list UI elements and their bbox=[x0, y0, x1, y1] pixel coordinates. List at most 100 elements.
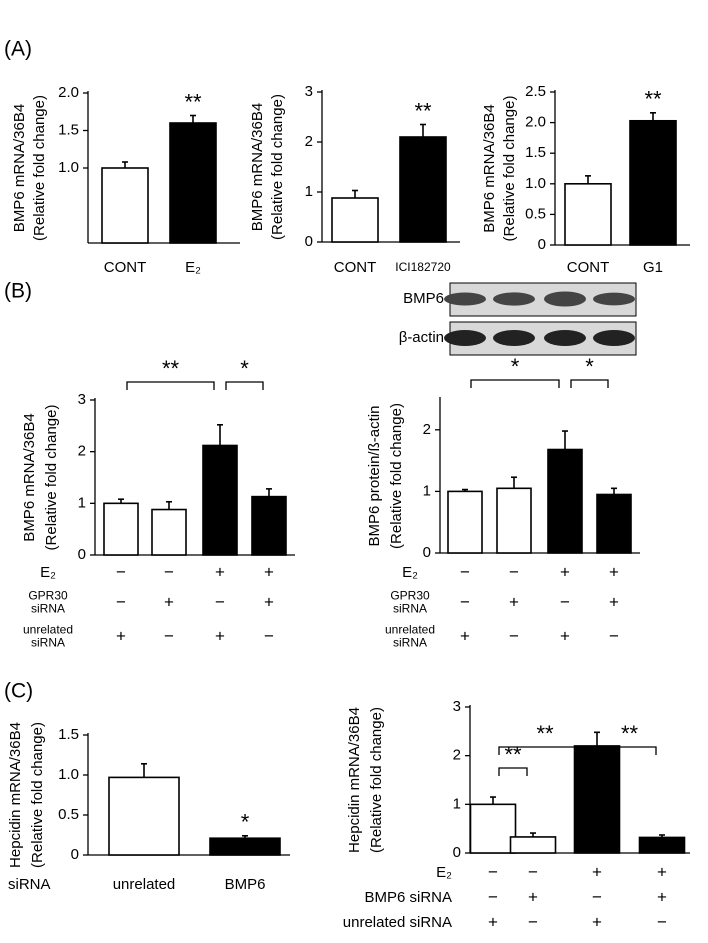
significance: ** bbox=[504, 742, 522, 767]
y-tick-label: 1.0 bbox=[525, 175, 546, 192]
condition-sign: + bbox=[116, 626, 126, 645]
condition-sign: − bbox=[560, 592, 570, 611]
error-bar bbox=[511, 476, 517, 489]
condition-label: BMP6 siRNA bbox=[364, 889, 452, 906]
error-bar bbox=[650, 112, 656, 121]
condition-sign: + bbox=[609, 592, 619, 611]
y-tick-label: 1.5 bbox=[525, 144, 546, 161]
condition-label: E₂ bbox=[436, 864, 452, 881]
row-label: siRNA bbox=[8, 876, 51, 893]
condition-label: siRNA bbox=[393, 602, 427, 616]
error-bar bbox=[122, 161, 128, 168]
error-bar bbox=[562, 430, 568, 450]
y-tick-label: 1.0 bbox=[58, 766, 79, 783]
significance: ** bbox=[162, 356, 180, 381]
y-axis-label: Hepcidin mRNA/36B4 bbox=[7, 722, 24, 868]
bar bbox=[629, 119, 677, 246]
y-tick-label: 2.0 bbox=[525, 114, 546, 131]
x-tick-label: BMP6 bbox=[225, 876, 266, 893]
bar bbox=[638, 836, 686, 854]
bar bbox=[564, 183, 612, 246]
error-bar bbox=[190, 114, 196, 123]
bracket bbox=[470, 379, 560, 388]
bar bbox=[151, 508, 187, 556]
y-axis-label: Hepcidin mRNA/36B4 bbox=[346, 707, 363, 853]
condition-sign: + bbox=[215, 562, 225, 581]
condition-sign: + bbox=[264, 592, 274, 611]
y-tick-label: 3 bbox=[453, 698, 461, 715]
x-tick-label: CONT bbox=[567, 259, 610, 276]
condition-sign: − bbox=[215, 592, 225, 611]
condition-sign: − bbox=[528, 862, 538, 881]
condition-sign: + bbox=[657, 862, 667, 881]
blot-band bbox=[593, 292, 635, 306]
y-axis-label: BMP6 mRNA/36B4 bbox=[481, 104, 498, 232]
y-tick-label: 1 bbox=[78, 494, 86, 511]
condition-sign: − bbox=[528, 912, 538, 931]
y-tick-label: 2.0 bbox=[58, 84, 79, 101]
y-tick-label: 2 bbox=[453, 747, 461, 764]
y-axis-label: BMP6 mRNA/36B4 bbox=[11, 104, 28, 232]
condition-sign: − bbox=[460, 592, 470, 611]
condition-label: unrelated bbox=[385, 623, 435, 637]
y-tick-label: 2 bbox=[78, 443, 86, 460]
bar bbox=[209, 837, 281, 856]
condition-sign: + bbox=[509, 592, 519, 611]
condition-sign: + bbox=[264, 562, 274, 581]
condition-sign: + bbox=[460, 626, 470, 645]
error-bar bbox=[462, 488, 468, 492]
y-tick-label: 1.0 bbox=[58, 159, 79, 176]
condition-label: siRNA bbox=[393, 636, 427, 650]
y-tick-label: 0.5 bbox=[58, 806, 79, 823]
error-bar bbox=[585, 175, 591, 184]
blot-band bbox=[444, 292, 486, 306]
condition-label: unrelated bbox=[23, 623, 73, 637]
bar bbox=[447, 490, 483, 554]
bar bbox=[469, 803, 517, 854]
y-tick-label: 0 bbox=[78, 546, 86, 563]
x-tick-label: CONT bbox=[104, 259, 147, 276]
y-tick-label: 2 bbox=[305, 133, 313, 150]
condition-label: siRNA bbox=[31, 636, 65, 650]
condition-sign: − bbox=[164, 562, 174, 581]
y-axis-label: (Relative fold change) bbox=[501, 96, 518, 242]
blot-label: BMP6 bbox=[403, 290, 444, 307]
y-tick-label: 0 bbox=[453, 844, 461, 861]
y-tick-label: 1 bbox=[305, 183, 313, 200]
y-tick-label: 1 bbox=[453, 795, 461, 812]
blot-band bbox=[444, 330, 486, 346]
significance: ** bbox=[414, 98, 432, 123]
panel-label: (B) bbox=[4, 280, 32, 303]
x-tick-label: unrelated bbox=[113, 876, 176, 893]
error-bar bbox=[420, 123, 426, 137]
condition-sign: − bbox=[488, 887, 498, 906]
bar bbox=[169, 122, 217, 244]
error-bar bbox=[594, 731, 600, 746]
condition-sign: + bbox=[560, 626, 570, 645]
bar bbox=[547, 448, 583, 554]
y-tick-label: 0 bbox=[305, 233, 313, 250]
condition-sign: + bbox=[657, 887, 667, 906]
significance: * bbox=[241, 810, 250, 835]
bar bbox=[101, 167, 149, 244]
x-tick-label: ICI182720 bbox=[395, 260, 451, 274]
significance: ** bbox=[184, 89, 202, 114]
error-bar bbox=[217, 423, 223, 446]
bracket bbox=[126, 381, 215, 390]
bar bbox=[573, 745, 621, 854]
bar bbox=[331, 197, 379, 243]
bar bbox=[509, 836, 557, 854]
y-axis-label: (Relative fold change) bbox=[31, 95, 48, 241]
y-tick-label: 2.5 bbox=[525, 83, 546, 100]
bar bbox=[202, 444, 238, 556]
bar bbox=[496, 487, 532, 554]
condition-sign: + bbox=[592, 912, 602, 931]
bar bbox=[251, 495, 287, 556]
blot-band bbox=[544, 291, 586, 307]
error-bar bbox=[141, 762, 147, 778]
error-bar bbox=[242, 834, 248, 839]
condition-label: E₂ bbox=[402, 564, 418, 581]
condition-label: siRNA bbox=[31, 602, 65, 616]
error-bar bbox=[490, 796, 496, 805]
